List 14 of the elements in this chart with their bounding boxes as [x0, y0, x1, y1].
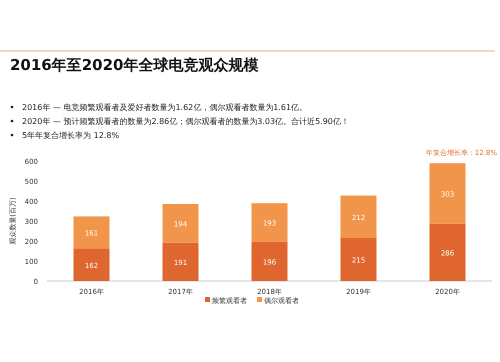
bar — [74, 216, 110, 249]
bar — [430, 224, 466, 281]
bar — [252, 203, 288, 242]
text: 5年年复合增长率为 12.8% — [22, 131, 120, 140]
bar — [162, 242, 198, 281]
bar — [252, 242, 288, 281]
bar — [340, 238, 376, 281]
bar — [74, 248, 110, 281]
bar — [340, 196, 376, 238]
bar — [430, 163, 466, 224]
text: 2020年 — 预计频繁观看者的数量为2.86亿；偶尔观看者的数量为3.03亿。合计近5.90亿！ — [22, 117, 349, 126]
bar — [162, 204, 198, 243]
chart-title: 2016年至2020年全球电竞观众规模 — [10, 56, 260, 74]
text: 2016年 — 电竞频繁观看者及爱好者数量为1.62亿，偶尔观看者数量为1.61亿。 — [22, 103, 308, 112]
